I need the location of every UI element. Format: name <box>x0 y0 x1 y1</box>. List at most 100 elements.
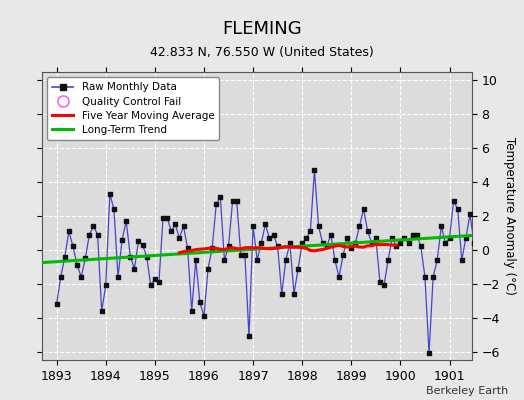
Point <box>274 243 282 250</box>
Point <box>192 257 200 263</box>
Point <box>326 232 335 238</box>
Point <box>245 333 253 340</box>
Point <box>445 235 454 241</box>
Point <box>380 282 388 289</box>
Point <box>134 238 143 245</box>
Point <box>220 257 228 263</box>
Point <box>367 240 376 246</box>
Point <box>69 243 77 250</box>
Point <box>122 218 130 224</box>
Point <box>281 257 290 263</box>
Point <box>437 223 445 229</box>
Point <box>61 254 69 260</box>
Point <box>241 252 249 258</box>
Point <box>470 240 478 246</box>
Point <box>183 245 192 251</box>
Point <box>323 243 331 250</box>
Point <box>335 274 343 280</box>
Point <box>364 228 372 234</box>
Point <box>343 235 352 241</box>
Point <box>482 169 490 175</box>
Point <box>228 198 237 204</box>
Point <box>474 243 482 250</box>
Point <box>138 242 147 248</box>
Text: 42.833 N, 76.550 W (United States): 42.833 N, 76.550 W (United States) <box>150 46 374 59</box>
Point <box>466 211 474 218</box>
Legend: Raw Monthly Data, Quality Control Fail, Five Year Moving Average, Long-Term Tren: Raw Monthly Data, Quality Control Fail, … <box>47 77 220 140</box>
Point <box>97 308 106 314</box>
Point <box>163 214 171 221</box>
Point <box>130 265 138 272</box>
Point <box>52 301 61 307</box>
Point <box>200 313 208 319</box>
Point <box>433 257 441 263</box>
Point <box>269 232 278 238</box>
Point <box>261 221 269 228</box>
Point <box>249 223 257 229</box>
Point <box>409 232 417 238</box>
Point <box>85 232 94 238</box>
Point <box>106 191 114 197</box>
Point <box>490 240 499 246</box>
Point <box>204 265 212 272</box>
Point <box>118 236 126 243</box>
Point <box>175 235 183 241</box>
Point <box>417 243 425 250</box>
Point <box>486 257 495 263</box>
Point <box>425 350 433 356</box>
Point <box>188 308 196 314</box>
Point <box>450 198 458 204</box>
Point <box>155 279 163 285</box>
Point <box>257 240 266 246</box>
Point <box>478 206 486 212</box>
Point <box>457 257 466 263</box>
Point <box>384 257 392 263</box>
Point <box>212 201 221 207</box>
Point <box>126 254 135 260</box>
Point <box>102 282 110 289</box>
Point <box>359 206 368 212</box>
Point <box>57 274 65 280</box>
Point <box>429 274 438 280</box>
Point <box>388 235 396 241</box>
Point <box>114 274 122 280</box>
Point <box>195 299 204 306</box>
Point <box>224 243 233 250</box>
Point <box>372 235 380 241</box>
Point <box>290 291 298 297</box>
Point <box>179 223 188 229</box>
Point <box>319 240 327 246</box>
Point <box>331 257 339 263</box>
Point <box>355 223 364 229</box>
Point <box>143 254 151 260</box>
Y-axis label: Temperature Anomaly (°C): Temperature Anomaly (°C) <box>504 137 516 295</box>
Text: FLEMING: FLEMING <box>222 20 302 38</box>
Point <box>310 167 319 174</box>
Point <box>462 235 470 241</box>
Point <box>151 276 159 282</box>
Point <box>347 245 355 251</box>
Point <box>110 206 118 212</box>
Point <box>253 257 261 263</box>
Point <box>405 240 413 246</box>
Point <box>351 240 359 246</box>
Point <box>77 274 85 280</box>
Point <box>412 232 421 238</box>
Point <box>89 223 97 229</box>
Point <box>265 235 274 241</box>
Point <box>93 232 102 238</box>
Point <box>298 240 307 246</box>
Point <box>396 240 405 246</box>
Point <box>216 194 224 200</box>
Point <box>167 228 176 234</box>
Point <box>237 252 245 258</box>
Point <box>233 198 241 204</box>
Point <box>159 214 167 221</box>
Point <box>294 265 302 272</box>
Point <box>302 235 310 241</box>
Point <box>376 279 384 285</box>
Point <box>421 274 429 280</box>
Text: Berkeley Earth: Berkeley Earth <box>426 386 508 396</box>
Point <box>208 245 216 251</box>
Point <box>278 291 286 297</box>
